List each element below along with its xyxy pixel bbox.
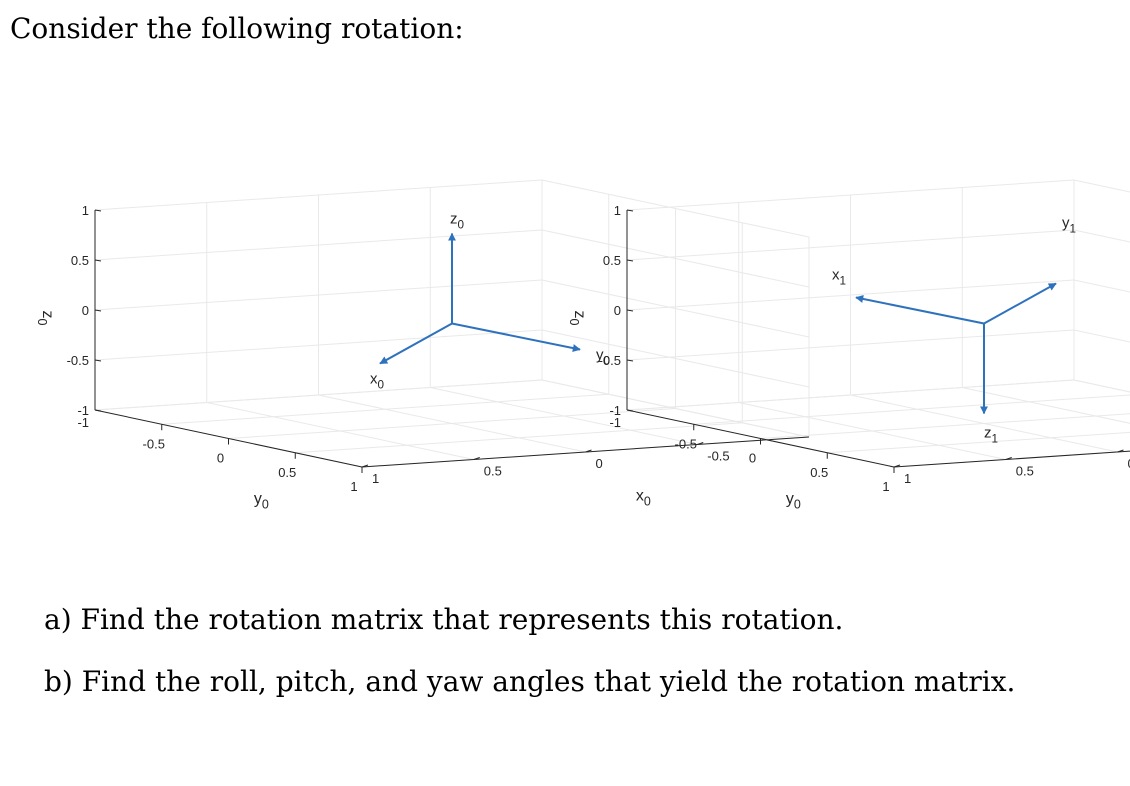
gridline: [430, 387, 698, 445]
x-tick-label: 0: [596, 456, 603, 471]
corner-tick-label: -1: [609, 415, 621, 430]
z-tick-label: 1: [614, 203, 621, 218]
z-tick-label: 0.5: [71, 253, 89, 268]
y-tick-label: -0.5: [675, 436, 697, 451]
z-tick: [626, 259, 634, 262]
z-tick: [626, 409, 634, 412]
y-tick-label: 0: [217, 451, 224, 466]
z-axis-title: z0: [567, 311, 588, 326]
gridline: [760, 413, 1130, 439]
y-axis-title: y0: [254, 490, 269, 511]
gridline: [94, 179, 543, 211]
z-tick-label: -0.5: [67, 353, 89, 368]
vector-x0: [379, 322, 453, 365]
z-tick: [94, 409, 102, 412]
gridline: [318, 394, 586, 453]
y-axis-title: y0: [786, 490, 801, 511]
z-tick: [626, 209, 634, 212]
vector-label-y1: y1: [1062, 215, 1076, 236]
gridline: [1073, 179, 1130, 193]
gridline: [295, 422, 743, 454]
gridline: [1073, 229, 1130, 243]
vector-y1: [983, 282, 1057, 325]
vector-label-y0: y0: [596, 347, 611, 368]
x-axis-title: x0: [636, 488, 651, 509]
gridline: [893, 450, 1130, 468]
x-tick: [697, 442, 704, 445]
intro-text: Consider the following rotation:: [10, 12, 464, 45]
gridline: [962, 387, 1130, 424]
x-axis-line: [893, 450, 1130, 468]
x-tick-label: 0.5: [484, 464, 502, 479]
y-tick-label: 1: [350, 479, 357, 494]
x-tick-label: 1: [372, 471, 379, 486]
question-a: a) Find the rotation matrix that represe…: [44, 603, 844, 636]
z-tick: [94, 259, 102, 262]
x-tick-label: 1: [904, 471, 911, 486]
y-tick-label: 1: [882, 479, 889, 494]
question-b: b) Find the roll, pitch, and yaw angles …: [44, 665, 1016, 698]
x-tick: [893, 464, 901, 468]
gridline: [626, 179, 1075, 211]
vector-y0: [451, 322, 581, 352]
z-axis-title: z0: [35, 311, 56, 326]
z-tick: [94, 309, 102, 312]
z-tick: [94, 359, 102, 362]
x-tick-label: -0.5: [707, 449, 729, 464]
gridline: [541, 379, 810, 438]
x-tick: [585, 449, 592, 453]
z-tick: [94, 209, 102, 212]
gridline: [541, 179, 810, 238]
vector-label-x1: x1: [832, 267, 846, 288]
vector-label-z0: z0: [450, 211, 465, 232]
x-tick-label: 0.5: [1016, 464, 1034, 479]
z-tick: [626, 359, 634, 362]
gridline: [541, 229, 810, 288]
z-tick-label: 0: [82, 303, 89, 318]
x-tick: [1117, 449, 1124, 453]
x-tick: [473, 457, 480, 460]
gridline: [1073, 379, 1130, 393]
z-tick-label: 0.5: [603, 253, 621, 268]
z-tick-label: 0: [614, 303, 621, 318]
z-tick: [626, 309, 634, 312]
gridline: [827, 431, 1130, 454]
x-tick: [1005, 457, 1012, 460]
gridline: [94, 229, 543, 261]
vector-x1: [855, 295, 985, 325]
x-tick: [361, 464, 369, 468]
gridline: [850, 394, 1118, 453]
gridline: [1073, 329, 1130, 343]
z-tick-label: 1: [82, 203, 89, 218]
x-tick-label: 0: [1128, 456, 1130, 471]
corner-tick-label: -1: [77, 415, 89, 430]
gridline: [626, 229, 1075, 261]
y-tick-label: 0: [749, 451, 756, 466]
y-tick-label: 0.5: [278, 465, 296, 480]
vector-label-z1: z1: [984, 425, 998, 446]
vector-label-x0: x0: [370, 371, 385, 392]
gridline: [1073, 279, 1130, 293]
y-tick-label: 0.5: [810, 465, 828, 480]
z-tick-label: -1: [77, 403, 89, 418]
y-tick-label: -0.5: [143, 436, 165, 451]
plot-rotated-frame: 10.50-0.5-1-1-0.500.51-1-0.500.51y0x0z0x…: [567, 179, 1130, 511]
z-tick-label: -1: [609, 403, 621, 418]
z-tick-label: -0.5: [599, 353, 621, 368]
gridline: [1073, 379, 1130, 393]
